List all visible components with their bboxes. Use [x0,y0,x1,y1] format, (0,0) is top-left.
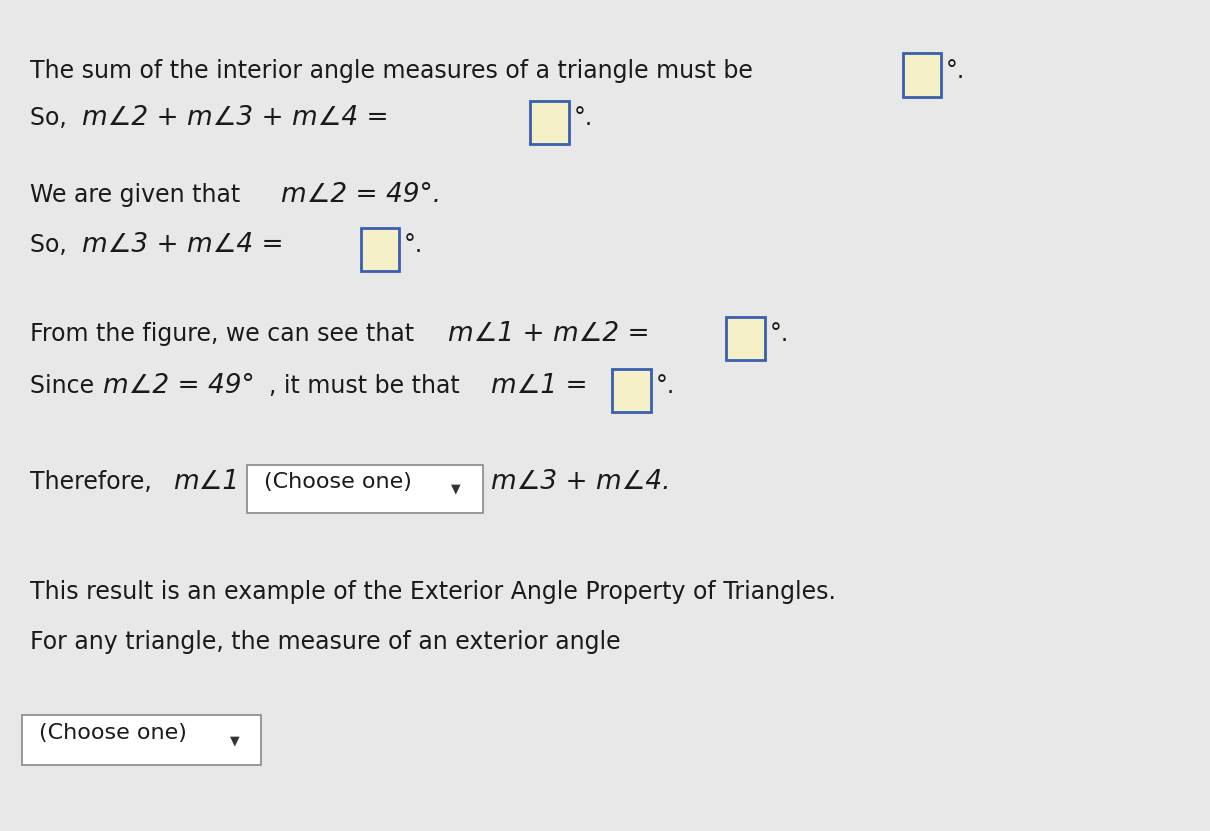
Text: (Choose one): (Choose one) [39,723,186,743]
Text: From the figure, we can see that: From the figure, we can see that [30,322,422,346]
Text: °.: °. [404,234,424,257]
FancyBboxPatch shape [530,101,569,144]
Text: °.: °. [574,106,593,130]
Text: The sum of the interior angle measures of a triangle must be: The sum of the interior angle measures o… [30,59,761,82]
FancyBboxPatch shape [903,53,941,96]
Text: Therefore,: Therefore, [30,470,160,494]
Text: m∠2 + m∠3 + m∠4 =: m∠2 + m∠3 + m∠4 = [82,105,397,131]
FancyBboxPatch shape [726,317,765,360]
Text: This result is an example of the Exterior Angle Property of Triangles.: This result is an example of the Exterio… [30,580,836,603]
Text: m∠1 =: m∠1 = [491,373,597,400]
FancyBboxPatch shape [22,715,261,765]
Text: For any triangle, the measure of an exterior angle: For any triangle, the measure of an exte… [30,630,621,653]
Text: m∠2 = 49°: m∠2 = 49° [103,373,254,400]
Text: ▼: ▼ [451,483,461,496]
Text: So,: So, [30,106,75,130]
Text: We are given that: We are given that [30,184,248,207]
FancyBboxPatch shape [612,369,651,412]
Text: ▼: ▼ [230,734,240,747]
Text: So,: So, [30,234,75,257]
Text: m∠1: m∠1 [173,469,240,495]
Text: m∠3 + m∠4 =: m∠3 + m∠4 = [82,232,293,258]
Text: m∠2 = 49°.: m∠2 = 49°. [281,182,440,209]
Text: , it must be that: , it must be that [269,375,467,398]
Text: m∠3 + m∠4.: m∠3 + m∠4. [491,469,670,495]
Text: °.: °. [946,59,966,82]
Text: °.: °. [656,375,675,398]
FancyBboxPatch shape [361,228,399,271]
Text: °.: °. [770,322,789,346]
Text: Since: Since [30,375,102,398]
Text: (Choose one): (Choose one) [264,472,411,492]
Text: m∠1 + m∠2 =: m∠1 + m∠2 = [448,321,658,347]
FancyBboxPatch shape [247,465,483,514]
